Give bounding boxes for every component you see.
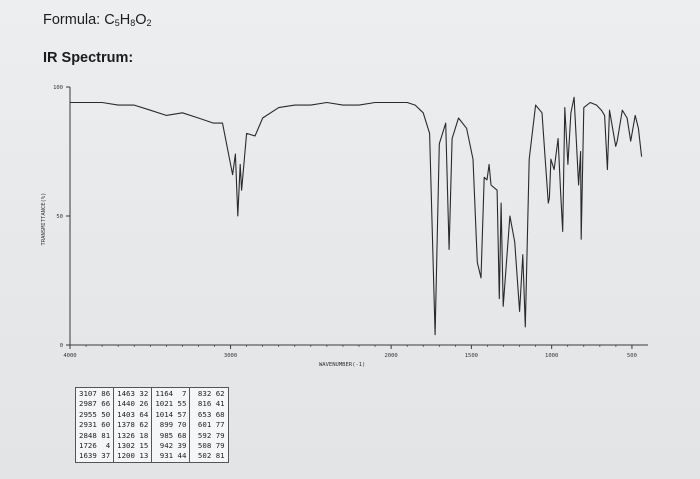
formula-c: C	[104, 12, 115, 28]
x-tick-label: 500	[627, 353, 637, 359]
peak-entry: 942 39	[155, 441, 187, 451]
x-axis: 4000 3000 2000 1500 1000 500	[63, 345, 637, 359]
peak-entry: 1403 64	[117, 409, 149, 419]
formula-prefix: Formula:	[43, 12, 105, 28]
peak-entry: 1378 62	[117, 420, 149, 430]
peak-entry: 1326 18	[117, 430, 149, 440]
peak-entry: 2931 60	[79, 420, 111, 430]
peak-entry: 653 68	[193, 409, 225, 419]
peak-entry: 1440 26	[117, 399, 149, 409]
y-axis: 100 50 0	[53, 85, 70, 349]
peak-entry: 1014 57	[155, 409, 187, 419]
spectrum-trace	[70, 96, 643, 336]
peak-entry: 931 44	[155, 451, 187, 461]
y-tick-label: 0	[60, 343, 63, 349]
peak-entry: 2987 66	[79, 399, 111, 409]
peak-entry: 601 77	[193, 420, 225, 430]
x-tick-label: 1000	[545, 353, 558, 359]
y-axis-label: TRANSMITTANCE(%)	[41, 193, 47, 246]
peak-entry: 985 68	[155, 430, 187, 440]
peak-entry: 2848 81	[79, 430, 111, 440]
peak-table-row: 3107 86 2987 66 2955 50 2931 60 2848 81 1726 …	[74, 387, 229, 463]
peak-entry: 1021 55	[155, 399, 187, 409]
peak-entry: 1726 4	[79, 441, 111, 451]
peak-entry: 1164 7	[155, 389, 187, 398]
y-tick-label: 100	[53, 85, 63, 91]
x-tick-label: 3000	[224, 353, 237, 359]
peak-entry: 2955 50	[79, 409, 111, 419]
peak-table: 3107 86 2987 66 2955 50 2931 60 2848 81 1726 …	[74, 387, 229, 463]
peak-entry: 816 41	[193, 399, 225, 409]
peak-entry: 1639 37	[79, 451, 111, 461]
x-tick-label: 1500	[465, 353, 478, 359]
peak-entry: 1200 13	[117, 451, 149, 461]
x-axis-label: WAVENUMBER(-1)	[319, 362, 365, 368]
peak-entry: 3107 86	[79, 389, 111, 398]
formula-label: Formula: C5H8O2	[43, 12, 152, 28]
x-tick-label: 2000	[384, 353, 397, 359]
chart-frame	[69, 87, 648, 346]
peak-entry: 899 70	[155, 420, 187, 430]
x-tick-label: 4000	[63, 353, 76, 359]
peak-column-3: 1164 7 1021 55 1014 57 899 70 985 68 942 3…	[151, 387, 191, 463]
peak-column-1: 3107 86 2987 66 2955 50 2931 60 2848 81 1726 …	[74, 387, 115, 463]
formula-o: O	[135, 12, 147, 28]
peak-column-4: 832 62 816 41 653 68 601 77 592 79 508 7…	[189, 387, 229, 463]
formula-h: H	[119, 12, 131, 28]
peak-entry: 1463 32	[117, 389, 149, 398]
y-tick-label: 50	[56, 214, 63, 220]
formula-h-count: 8	[130, 18, 136, 28]
peak-entry: 502 81	[193, 451, 225, 461]
peak-entry: 1302 15	[117, 441, 149, 451]
ir-spectrum-label: IR Spectrum:	[43, 50, 134, 66]
formula-o-count: 2	[146, 18, 152, 28]
peak-entry: 592 79	[193, 430, 225, 440]
peak-entry: 508 79	[193, 441, 225, 451]
peak-entry: 832 62	[193, 389, 225, 398]
peak-column-2: 1463 32 1440 26 1403 64 1378 62 1326 18 1302 …	[113, 387, 153, 463]
formula-c-count: 5	[114, 18, 120, 28]
